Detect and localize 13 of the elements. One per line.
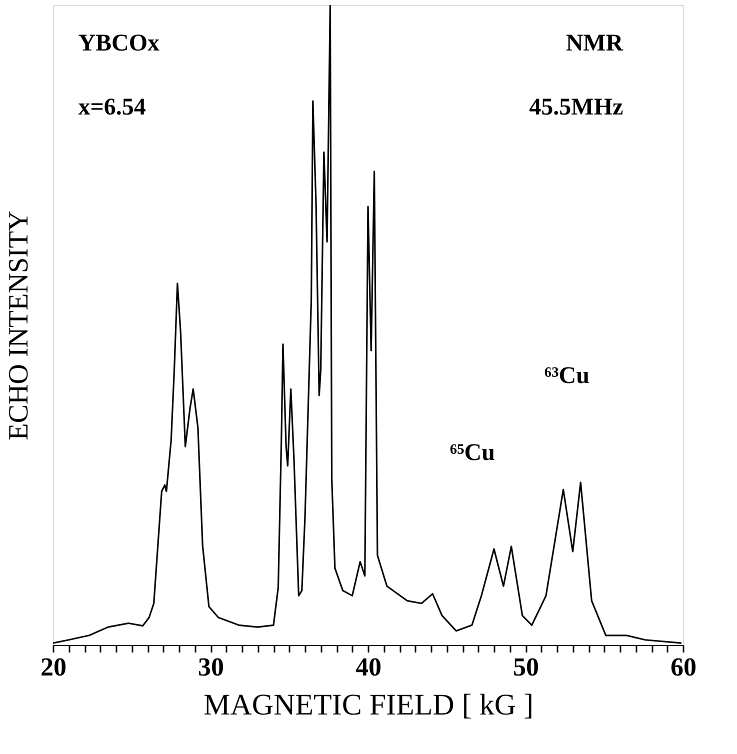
annotation: ⁶⁵Cu [450,440,495,466]
annotation: x=6.54 [78,94,146,120]
x-tick-label: 50 [513,652,539,682]
annotation: YBCOx [78,30,160,56]
annotation: 45.5MHz [529,94,624,120]
x-tick-label: 20 [40,652,66,682]
x-tick-label: 40 [356,652,382,682]
annotation: NMR [566,30,624,56]
x-axis-title: MAGNETIC FIELD [ kG ] [204,688,534,722]
annotation: ⁶³Cu [544,363,590,390]
x-tick-label: 30 [198,652,224,682]
x-tick-label: 60 [670,652,696,682]
y-axis-title: ECHO INTENSITY [4,210,34,440]
